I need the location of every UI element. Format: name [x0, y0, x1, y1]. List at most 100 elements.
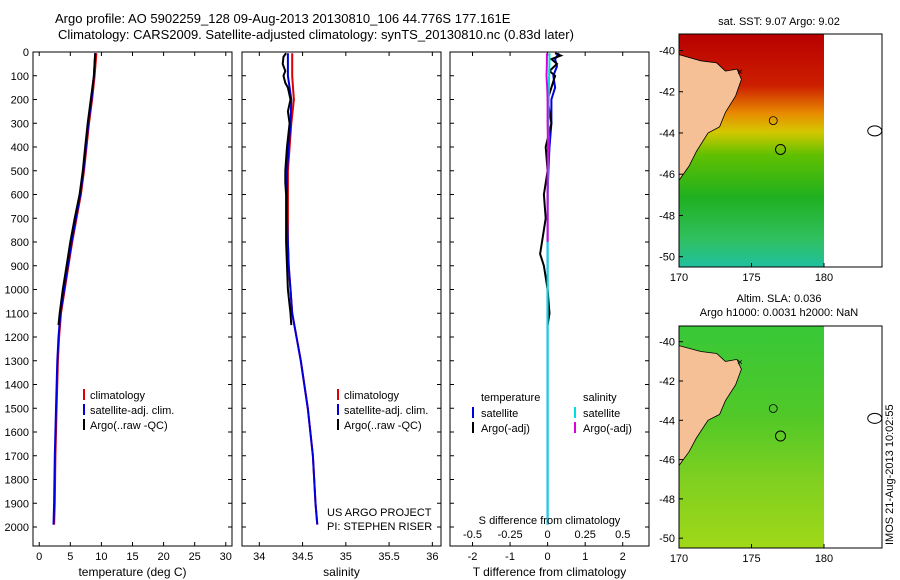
x-tick-label: 0 — [36, 551, 42, 563]
map-y-tick-label: -50 — [659, 252, 675, 264]
x-tick-label: 25 — [189, 551, 201, 563]
chatham-islands — [867, 125, 883, 137]
x-axis-label: salinity — [323, 565, 360, 579]
profile-panel-3: -2 -1 0 1 2 T difference from climatology temp… — [449, 51, 650, 579]
y-tick-label: 1800 — [5, 475, 29, 487]
contour-ring — [768, 404, 778, 413]
legend-entry: Argo(-adj) — [583, 423, 632, 435]
x-tick-label: 1 — [582, 551, 588, 563]
x-tick-label: -1 — [505, 551, 515, 563]
map-y-tick-label: -42 — [659, 376, 675, 388]
map-y-tick-label: -40 — [659, 337, 675, 349]
series-line-2 — [539, 52, 564, 326]
y-tick-label: 800 — [11, 237, 29, 249]
legend-entry: Argo(-adj) — [481, 423, 530, 435]
x-tick-label: -2 — [468, 551, 478, 563]
argo-track-marker: × — [737, 357, 743, 368]
secondary-tick-label: 0.25 — [574, 529, 595, 541]
y-tick-label: 2000 — [5, 522, 29, 534]
figure-title-line1: Argo profile: AO 5902259_128 09-Aug-2013… — [55, 11, 511, 26]
contour-ring — [775, 143, 786, 155]
secondary-tick-label: -0.5 — [463, 529, 482, 541]
x-tick-label: 35 — [340, 551, 352, 563]
y-tick-label: 700 — [11, 213, 29, 225]
x-tick-label: 2 — [620, 551, 626, 563]
map-title-line: Altim. SLA: 0.036 — [737, 293, 822, 305]
y-tick-label: 1300 — [5, 356, 29, 368]
argo-track-marker: × — [737, 67, 743, 78]
plot-frame — [32, 51, 233, 547]
series-line-4 — [545, 53, 550, 242]
profile-panel-2: 34 34.5 35 35.5 36 salinity climatology satelli… — [241, 51, 442, 579]
map-y-tick-label: -46 — [659, 169, 675, 181]
timestamp-label: IMOS 21-Aug-2013 10:02:55 — [884, 404, 896, 545]
map-panel-1: × 170 175 180 -40 -42 -44 -46 -48 -50 sat. SST: 9.… — [659, 16, 883, 284]
x-axis-label: temperature (deg C) — [78, 565, 186, 579]
y-tick-label: 1700 — [5, 451, 29, 463]
x-tick-label: 34.5 — [292, 551, 313, 563]
map-title-line: Argo h1000: 0.0031 h2000: NaN — [700, 307, 858, 319]
land-mass — [678, 345, 742, 467]
map-y-tick-label: -48 — [659, 494, 675, 506]
x-tick-label: 0 — [545, 551, 551, 563]
map-y-tick-label: -48 — [659, 210, 675, 222]
chatham-islands — [867, 412, 883, 424]
map-x-tick-label: 170 — [670, 553, 688, 565]
y-tick-label: 600 — [11, 190, 29, 202]
y-tick-label: 1400 — [5, 380, 29, 392]
series-line-2 — [286, 53, 319, 525]
secondary-tick-label: 0.5 — [615, 529, 630, 541]
x-tick-label: 10 — [95, 551, 107, 563]
map-y-tick-label: -42 — [659, 87, 675, 99]
plot-frame — [241, 51, 442, 547]
map-y-tick-label: -40 — [659, 45, 675, 57]
series-line-3 — [57, 53, 97, 326]
legend-header-salinity: salinity — [583, 392, 617, 404]
legend-entry: satellite-adj. clim. — [90, 405, 174, 417]
legend-entry: satellite — [481, 408, 518, 420]
legend-entry: Argo(..raw -QC) — [90, 420, 168, 432]
y-tick-label: 900 — [11, 261, 29, 273]
y-tick-label: 400 — [11, 142, 29, 154]
project-credit: US ARGO PROJECT PI: STEPHEN RISER — [327, 507, 432, 533]
y-tick-label: 300 — [11, 118, 29, 130]
y-tick-label: 200 — [11, 95, 29, 107]
y-tick-label: 500 — [11, 166, 29, 178]
map-title: sat. SST: 9.07 Argo: 9.02 — [718, 16, 840, 28]
contour-ring — [768, 116, 778, 126]
contour-ring — [775, 430, 786, 442]
legend-entry: Argo(..raw -QC) — [344, 420, 422, 432]
plot-frame — [449, 51, 650, 547]
y-tick-label: 1200 — [5, 332, 29, 344]
map-panel-2: × 170 175 180 -40 -42 -44 -46 -48 -50 Altim. SLA: … — [659, 293, 883, 565]
x-tick-label: 35.5 — [378, 551, 399, 563]
map-x-tick-label: 170 — [670, 272, 688, 284]
map-x-tick-label: 175 — [742, 272, 760, 284]
credit-project: US ARGO PROJECT — [327, 507, 432, 519]
map-y-tick-label: -44 — [659, 415, 675, 427]
series-line-3 — [281, 52, 293, 326]
y-tick-label: 100 — [11, 71, 29, 83]
secondary-axis-label: S difference from climatology — [479, 515, 621, 527]
legend-header-temperature: temperature — [481, 392, 540, 404]
x-tick-label: 30 — [220, 551, 232, 563]
y-tick-label: 0 — [23, 47, 29, 59]
x-tick-label: 20 — [157, 551, 169, 563]
x-tick-label: 5 — [67, 551, 73, 563]
land-mass — [678, 54, 742, 182]
y-tick-label: 1500 — [5, 403, 29, 415]
map-frame — [678, 33, 883, 268]
y-tick-label: 1600 — [5, 427, 29, 439]
credit-pi: PI: STEPHEN RISER — [327, 521, 432, 533]
legend-entry: satellite-adj. clim. — [344, 405, 428, 417]
profile-panel-1: 0 5 10 15 20 25 300100200300400500600700800900… — [5, 47, 233, 579]
legend-entry: climatology — [90, 390, 146, 402]
figure-title-line2: Climatology: CARS2009. Satellite-adjuste… — [58, 27, 574, 42]
secondary-tick-label: 0 — [545, 529, 551, 541]
map-x-tick-label: 180 — [815, 272, 833, 284]
map-y-tick-label: -46 — [659, 455, 675, 467]
legend-entry: satellite — [583, 408, 620, 420]
map-x-tick-label: 180 — [815, 553, 833, 565]
x-axis-label: T difference from climatology — [473, 565, 627, 579]
